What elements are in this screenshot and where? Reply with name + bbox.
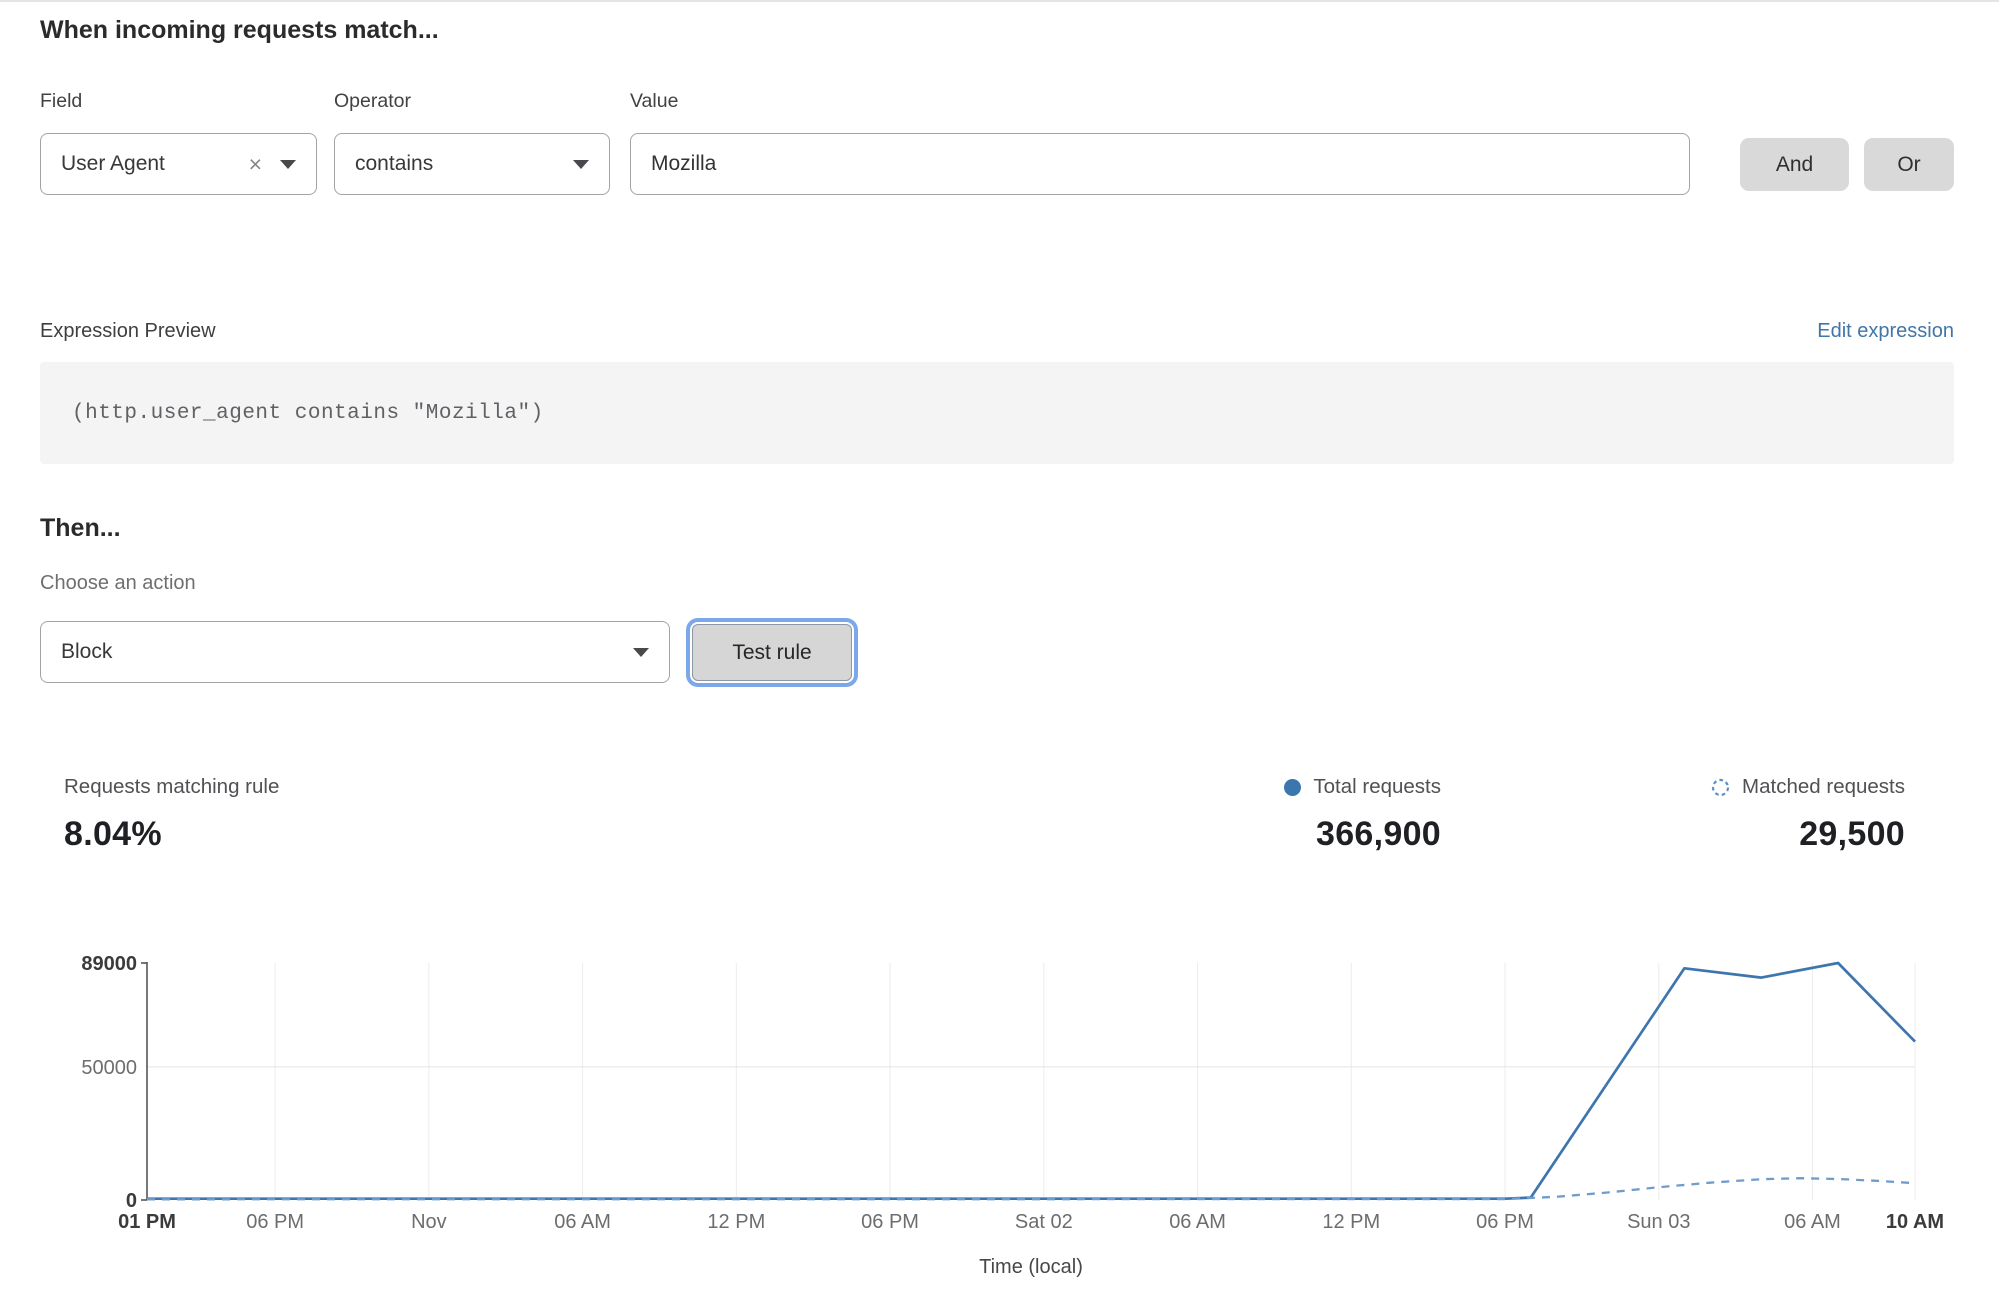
total-requests-stat: Total requests 366,900 (1284, 775, 1441, 854)
series-line-dashed (146, 1177, 1916, 1201)
matched-requests-dashed-circle-icon (1711, 778, 1730, 796)
value-input[interactable] (651, 152, 1669, 176)
x-tick-label: 06 PM (861, 1211, 919, 1233)
x-tick-label: 12 PM (1322, 1211, 1380, 1233)
choose-action-label: Choose an action (40, 572, 196, 594)
expression-code: (http.user_agent contains "Mozilla") (72, 401, 544, 425)
x-tick-label: Sun 03 (1627, 1211, 1690, 1233)
value-label: Value (630, 90, 679, 112)
test-rule-button[interactable]: Test rule (692, 624, 852, 681)
requests-matching-value: 8.04% (64, 815, 162, 853)
requests-matching-stat: Requests matching rule 8.04% (64, 775, 279, 854)
edit-expression-link[interactable]: Edit expression (1817, 320, 1954, 342)
or-button[interactable]: Or (1864, 138, 1954, 191)
x-tick-label: 12 PM (707, 1211, 765, 1233)
y-tick-label: 0 (126, 1190, 137, 1212)
x-tick-label: 06 AM (1169, 1211, 1226, 1233)
top-divider (0, 0, 1999, 2)
match-heading: When incoming requests match... (40, 16, 439, 44)
operator-select[interactable]: contains (334, 133, 610, 195)
operator-label: Operator (334, 90, 411, 112)
x-axis-title: Time (local) (979, 1256, 1083, 1278)
action-select-value: Block (61, 640, 113, 663)
matched-requests-label: Matched requests (1742, 775, 1905, 798)
x-tick-label: 06 AM (1784, 1211, 1841, 1233)
action-select[interactable]: Block (40, 621, 670, 683)
x-tick-label: 06 PM (246, 1211, 304, 1233)
x-tick-label: Sat 02 (1015, 1211, 1073, 1233)
chevron-down-icon (633, 647, 649, 657)
total-requests-value: 366,900 (1315, 815, 1441, 853)
chevron-down-icon (573, 159, 589, 169)
x-tick-label: 06 PM (1476, 1211, 1534, 1233)
y-tick-label: 89000 (81, 953, 137, 975)
operator-select-value: contains (355, 152, 434, 175)
chevron-down-icon (280, 159, 296, 169)
requests-matching-label: Requests matching rule (64, 775, 280, 798)
y-tick-label: 50000 (81, 1057, 137, 1079)
expression-preview-label: Expression Preview (40, 320, 216, 342)
matched-requests-value: 29,500 (1799, 815, 1905, 853)
total-requests-dot-icon (1284, 778, 1302, 796)
total-requests-label: Total requests (1313, 775, 1441, 798)
matched-requests-stat: Matched requests 29,500 (1711, 775, 1905, 854)
field-select[interactable]: User Agent × (40, 133, 317, 195)
x-tick-label: 10 AM (1886, 1211, 1944, 1233)
x-tick-label: Nov (411, 1211, 447, 1233)
then-heading: Then... (40, 514, 121, 542)
field-label: Field (40, 90, 83, 112)
expression-code-block: (http.user_agent contains "Mozilla") (40, 362, 1954, 464)
field-select-value: User Agent (61, 152, 165, 175)
value-input-wrap (630, 133, 1690, 195)
and-button[interactable]: And (1740, 138, 1849, 191)
clear-field-icon[interactable]: × (248, 150, 262, 177)
requests-chart: 89000 50000 001 PM 06 PM Nov 06 AM 12 PM 06 PM S… (81, 953, 1944, 1278)
x-tick-label: 01 PM (118, 1211, 176, 1233)
series-line-solid (147, 961, 1916, 1201)
x-tick-label: 06 AM (554, 1211, 611, 1233)
